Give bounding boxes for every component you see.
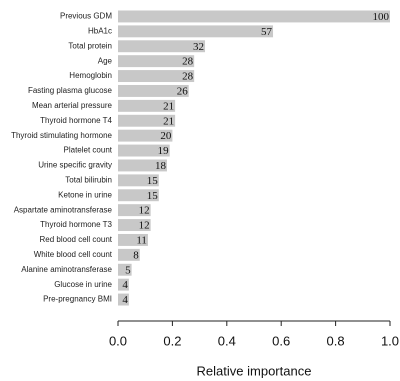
bar (118, 263, 132, 276)
value-label: 100 (373, 11, 390, 23)
y-tick-label: Fasting plasma glucose (28, 86, 113, 95)
y-tick-label: White blood cell count (34, 250, 113, 259)
x-tick-label: 0.0 (109, 333, 127, 348)
x-tick-label: 0.8 (327, 333, 345, 348)
bar (118, 144, 170, 157)
value-label: 5 (125, 264, 131, 276)
x-tick-label: 0.4 (218, 333, 236, 348)
y-tick-label: Urine specific gravity (38, 161, 112, 170)
value-label: 11 (136, 234, 147, 246)
value-label: 21 (163, 115, 174, 127)
y-tick-label: Ketone in urine (58, 190, 112, 199)
y-tick-label: Total protein (68, 41, 112, 50)
value-label: 15 (147, 190, 159, 202)
value-label: 4 (122, 279, 128, 291)
bar (118, 55, 195, 68)
value-label: 32 (193, 41, 204, 53)
y-tick-label: Red blood cell count (40, 235, 113, 244)
bar (118, 189, 159, 202)
value-label: 20 (160, 130, 172, 142)
y-tick-label: Hemoglobin (69, 71, 112, 80)
bar (118, 10, 390, 23)
value-label: 28 (182, 71, 194, 83)
y-tick-label: Age (98, 56, 113, 65)
y-tick-label: Thyroid hormone T4 (40, 116, 112, 125)
bar (118, 84, 189, 97)
y-tick-label: Thyroid hormone T3 (40, 220, 112, 229)
value-label: 57 (261, 26, 273, 38)
value-label: 28 (182, 56, 194, 68)
x-axis-title: Relative importance (197, 363, 312, 378)
y-tick-label: Glucose in urine (54, 280, 112, 289)
bar (118, 25, 274, 38)
value-label: 18 (155, 160, 167, 172)
x-tick-label: 0.6 (272, 333, 290, 348)
y-tick-label: Pre-pregnancy BMI (43, 295, 112, 304)
y-tick-label: Thyroid stimulating hormone (11, 131, 112, 140)
bar (118, 219, 151, 232)
value-label: 21 (163, 100, 174, 112)
value-label: 26 (177, 85, 189, 97)
bar (118, 293, 129, 306)
bar (118, 114, 176, 127)
x-tick-label: 1.0 (381, 333, 399, 348)
value-label: 8 (133, 249, 139, 261)
value-label: 12 (139, 220, 150, 232)
bar (118, 129, 173, 142)
x-tick-label: 0.2 (163, 333, 181, 348)
bar (118, 40, 206, 53)
bar (118, 233, 148, 246)
y-tick-label: HbA1c (88, 26, 112, 35)
bar (118, 99, 176, 112)
bar (118, 174, 159, 187)
value-label: 12 (139, 205, 150, 217)
y-tick-label: Total bilirubin (65, 175, 112, 184)
y-tick-label: Platelet count (64, 146, 113, 155)
value-label: 4 (122, 294, 128, 306)
y-tick-label: Previous GDM (60, 12, 112, 21)
bar (118, 70, 195, 83)
y-tick-label: Mean arterial pressure (32, 101, 113, 110)
value-label: 19 (158, 145, 170, 157)
y-tick-label: Aspartate aminotransferase (14, 205, 113, 214)
bar (118, 278, 129, 291)
y-tick-label: Alanine aminotransferase (21, 265, 112, 274)
bar (118, 159, 167, 172)
bar (118, 204, 151, 217)
bar (118, 248, 140, 261)
value-label: 15 (147, 175, 159, 187)
